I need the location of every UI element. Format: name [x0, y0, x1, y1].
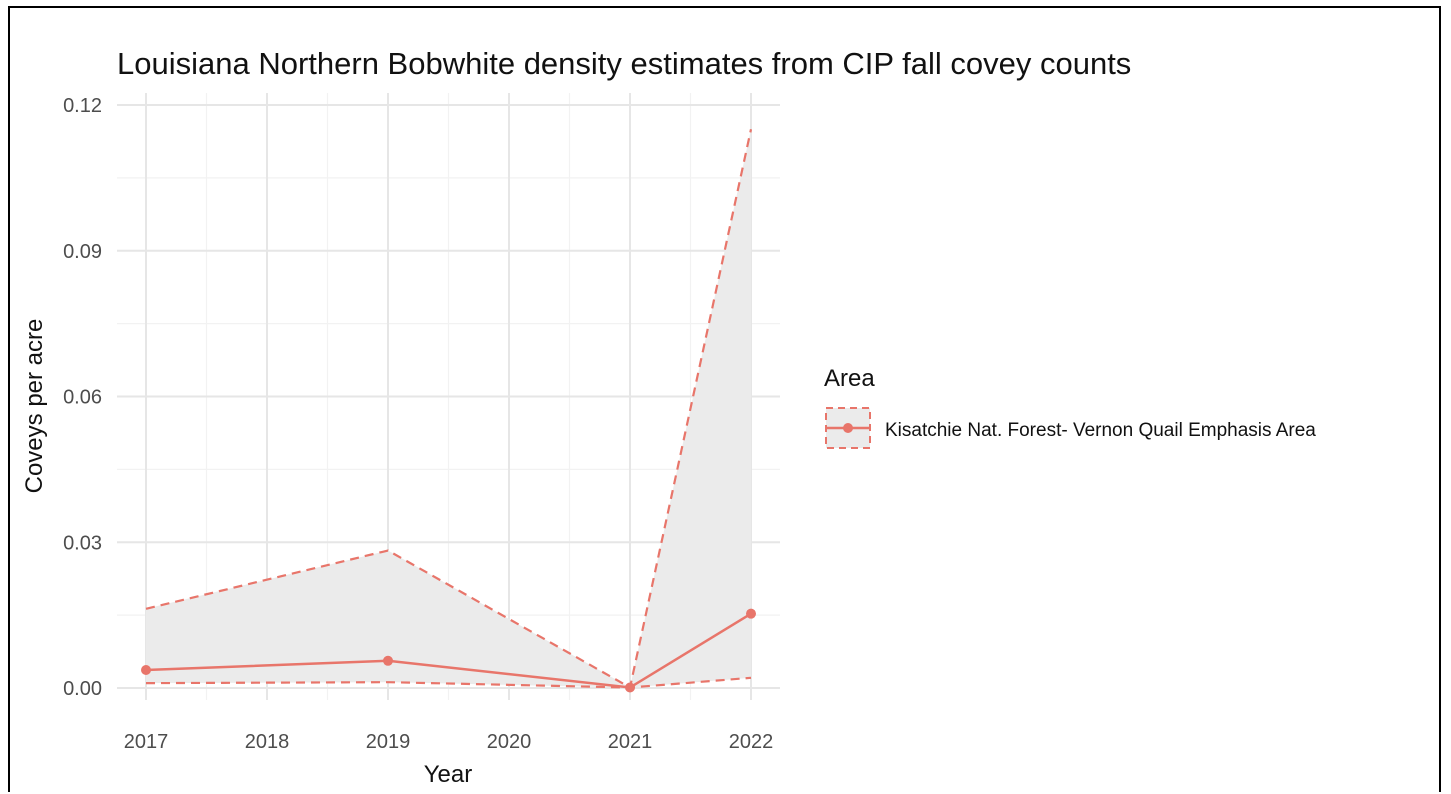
data-point — [383, 655, 393, 666]
x-tick-label: 2020 — [487, 731, 532, 753]
y-tick-label: 0.09 — [63, 241, 102, 263]
x-tick-label: 2018 — [245, 731, 290, 753]
x-axis-title: Year — [424, 761, 473, 788]
y-tick-label: 0.06 — [63, 387, 102, 409]
legend-title: Area — [824, 365, 875, 392]
x-tick-label: 2022 — [729, 731, 774, 753]
legend-key-point — [843, 423, 853, 433]
y-tick-label: 0.12 — [63, 95, 102, 117]
y-tick-labels: 0.00 0.03 0.06 0.09 0.12 — [63, 95, 102, 700]
x-tick-label: 2017 — [124, 731, 169, 753]
y-tick-label: 0.00 — [63, 678, 102, 700]
data-point — [625, 682, 635, 693]
chart-frame — [8, 6, 1441, 792]
data-point — [141, 665, 151, 676]
y-tick-label: 0.03 — [63, 532, 102, 554]
upper-bound-line — [145, 129, 753, 690]
grid — [117, 93, 780, 700]
confidence-band — [146, 129, 751, 688]
x-tick-labels: 2017 2018 2019 2020 2021 2022 — [124, 731, 774, 753]
confidence-ribbon — [146, 129, 751, 688]
estimate-line — [145, 612, 752, 689]
y-axis-title: Coveys per acre — [21, 319, 48, 494]
legend: Area Kisatchie Nat. Forest- Vernon Quail… — [824, 365, 1316, 449]
lower-bound-line — [145, 676, 752, 689]
legend-label-series: Kisatchie Nat. Forest- Vernon Quail Emph… — [885, 420, 1316, 441]
data-point — [746, 608, 756, 619]
chart-title: Louisiana Northern Bobwhite density esti… — [117, 46, 1131, 81]
x-tick-label: 2021 — [608, 731, 653, 753]
x-tick-label: 2019 — [366, 731, 411, 753]
series-group — [141, 129, 756, 693]
